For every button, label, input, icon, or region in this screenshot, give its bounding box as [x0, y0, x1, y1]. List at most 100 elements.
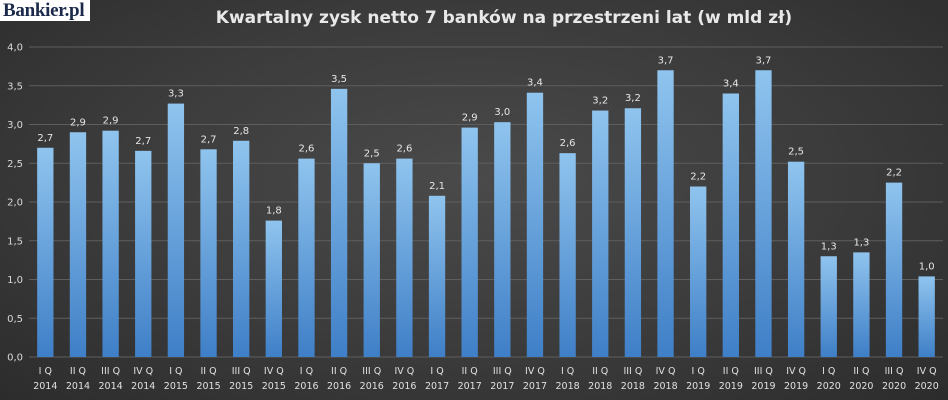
bar	[853, 252, 870, 357]
bar-value-label: 3,5	[331, 74, 347, 85]
x-category-label: III Q 2019	[751, 366, 775, 392]
bar	[69, 132, 87, 357]
x-category-label: IV Q 2015	[262, 366, 286, 392]
y-tick-label: 2,0	[7, 198, 23, 209]
x-category-label: I Q 2018	[556, 366, 580, 392]
bar-value-label: 1,8	[266, 206, 282, 217]
x-category-label: III Q 2017	[490, 366, 514, 392]
bar	[918, 276, 935, 357]
gridlines	[29, 46, 943, 358]
x-category-label: III Q 2015	[229, 366, 253, 392]
x-category-label: IV Q 2016	[392, 366, 416, 392]
bar	[200, 149, 217, 357]
y-tick-label: 1,0	[7, 275, 23, 286]
y-tick-label: 2,5	[7, 159, 23, 170]
bar	[167, 103, 185, 357]
x-category-label: I Q 2014	[33, 366, 57, 392]
bar	[755, 70, 772, 357]
bar	[592, 110, 609, 357]
x-category-label: III Q 2014	[99, 366, 123, 392]
bar-value-label: 3,2	[592, 96, 608, 107]
y-axis-ticks: 0,0 0,5 1,0 1,5 2,0 2,5 3,0 3,5 4,0	[7, 43, 23, 364]
bar-value-label: 2,9	[462, 113, 478, 124]
bars	[37, 70, 935, 357]
bar-value-label: 1,0	[919, 261, 935, 272]
y-tick-label: 3,5	[7, 81, 23, 92]
y-tick-label: 0,0	[7, 353, 23, 364]
bar-value-label: 2,5	[788, 147, 804, 158]
bar-value-label: 2,6	[299, 144, 315, 155]
x-axis-categories: I Q 2014 II Q 2014 III Q 2014 IV Q 2014 I Q 2015 I…	[33, 366, 939, 392]
bar-value-label: 3,7	[756, 55, 772, 66]
bar	[233, 140, 250, 357]
bar	[298, 158, 315, 357]
bar-value-label: 2,7	[201, 134, 217, 145]
bar-value-label: 3,4	[527, 78, 543, 89]
x-category-label: III Q 2018	[621, 366, 645, 392]
x-category-label: II Q 2020	[849, 366, 873, 392]
bar	[657, 70, 674, 357]
bar	[428, 195, 446, 357]
x-category-label: I Q 2020	[817, 366, 841, 392]
bar	[102, 130, 119, 357]
bar-value-label: 2,6	[396, 144, 412, 155]
bar-value-label: 2,7	[37, 133, 53, 144]
x-category-label: II Q 2019	[719, 366, 743, 392]
bar-value-label: 3,0	[494, 107, 510, 118]
bar-value-label: 2,2	[690, 172, 706, 183]
y-tick-label: 1,5	[7, 236, 23, 247]
bar-value-label: 2,9	[70, 117, 86, 128]
bar-value-label: 2,7	[135, 136, 151, 147]
x-category-label: IV Q 2019	[784, 366, 808, 392]
bar	[265, 220, 282, 357]
bar-value-label: 1,3	[853, 237, 869, 248]
x-category-label: III Q 2016	[360, 366, 384, 392]
bar	[396, 158, 413, 357]
bar-value-label: 2,6	[560, 138, 576, 149]
bar	[722, 93, 739, 357]
x-category-label: I Q 2016	[294, 366, 318, 392]
bar	[330, 88, 348, 357]
x-category-label: II Q 2017	[458, 366, 482, 392]
bar-value-label: 1,3	[821, 241, 837, 252]
bar	[624, 108, 642, 357]
bar-value-label: 3,7	[658, 55, 674, 66]
bar	[820, 256, 837, 357]
bar-value-label: 2,9	[103, 116, 119, 127]
x-category-label: IV Q 2020	[915, 366, 939, 392]
bar-value-label: 3,4	[723, 79, 739, 90]
x-category-label: II Q 2015	[196, 366, 220, 392]
x-category-label: IV Q 2017	[523, 366, 547, 392]
y-tick-label: 3,0	[7, 120, 23, 131]
bar	[559, 153, 576, 357]
bar	[787, 161, 805, 357]
bar	[526, 92, 544, 357]
bar	[494, 122, 511, 357]
bankier-logo: Bankier.pl	[0, 0, 91, 21]
y-tick-label: 0,5	[7, 314, 23, 325]
y-tick-label: 4,0	[7, 43, 23, 54]
bar-value-label: 2,5	[364, 148, 380, 159]
bar-value-label: 3,2	[625, 93, 641, 104]
x-category-label: I Q 2019	[686, 366, 710, 392]
x-category-label: IV Q 2014	[131, 366, 155, 392]
x-category-label: I Q 2017	[425, 366, 449, 392]
chart-title: Kwartalny zysk netto 7 banków na przestr…	[215, 8, 793, 28]
bar	[363, 163, 380, 357]
x-category-label: I Q 2015	[164, 366, 188, 392]
x-category-label: II Q 2016	[327, 366, 351, 392]
bar-value-label: 2,1	[429, 181, 445, 192]
bar	[135, 150, 152, 357]
x-category-label: II Q 2014	[66, 366, 90, 392]
x-category-label: IV Q 2018	[653, 366, 677, 392]
x-category-label: II Q 2018	[588, 366, 612, 392]
bar-value-label: 2,8	[233, 126, 249, 137]
bar-value-label: 3,3	[168, 89, 184, 100]
bar-value-label: 2,2	[886, 168, 902, 179]
x-category-label: III Q 2020	[882, 366, 906, 392]
bar	[885, 182, 903, 357]
bar	[37, 147, 54, 357]
bar	[690, 186, 707, 357]
